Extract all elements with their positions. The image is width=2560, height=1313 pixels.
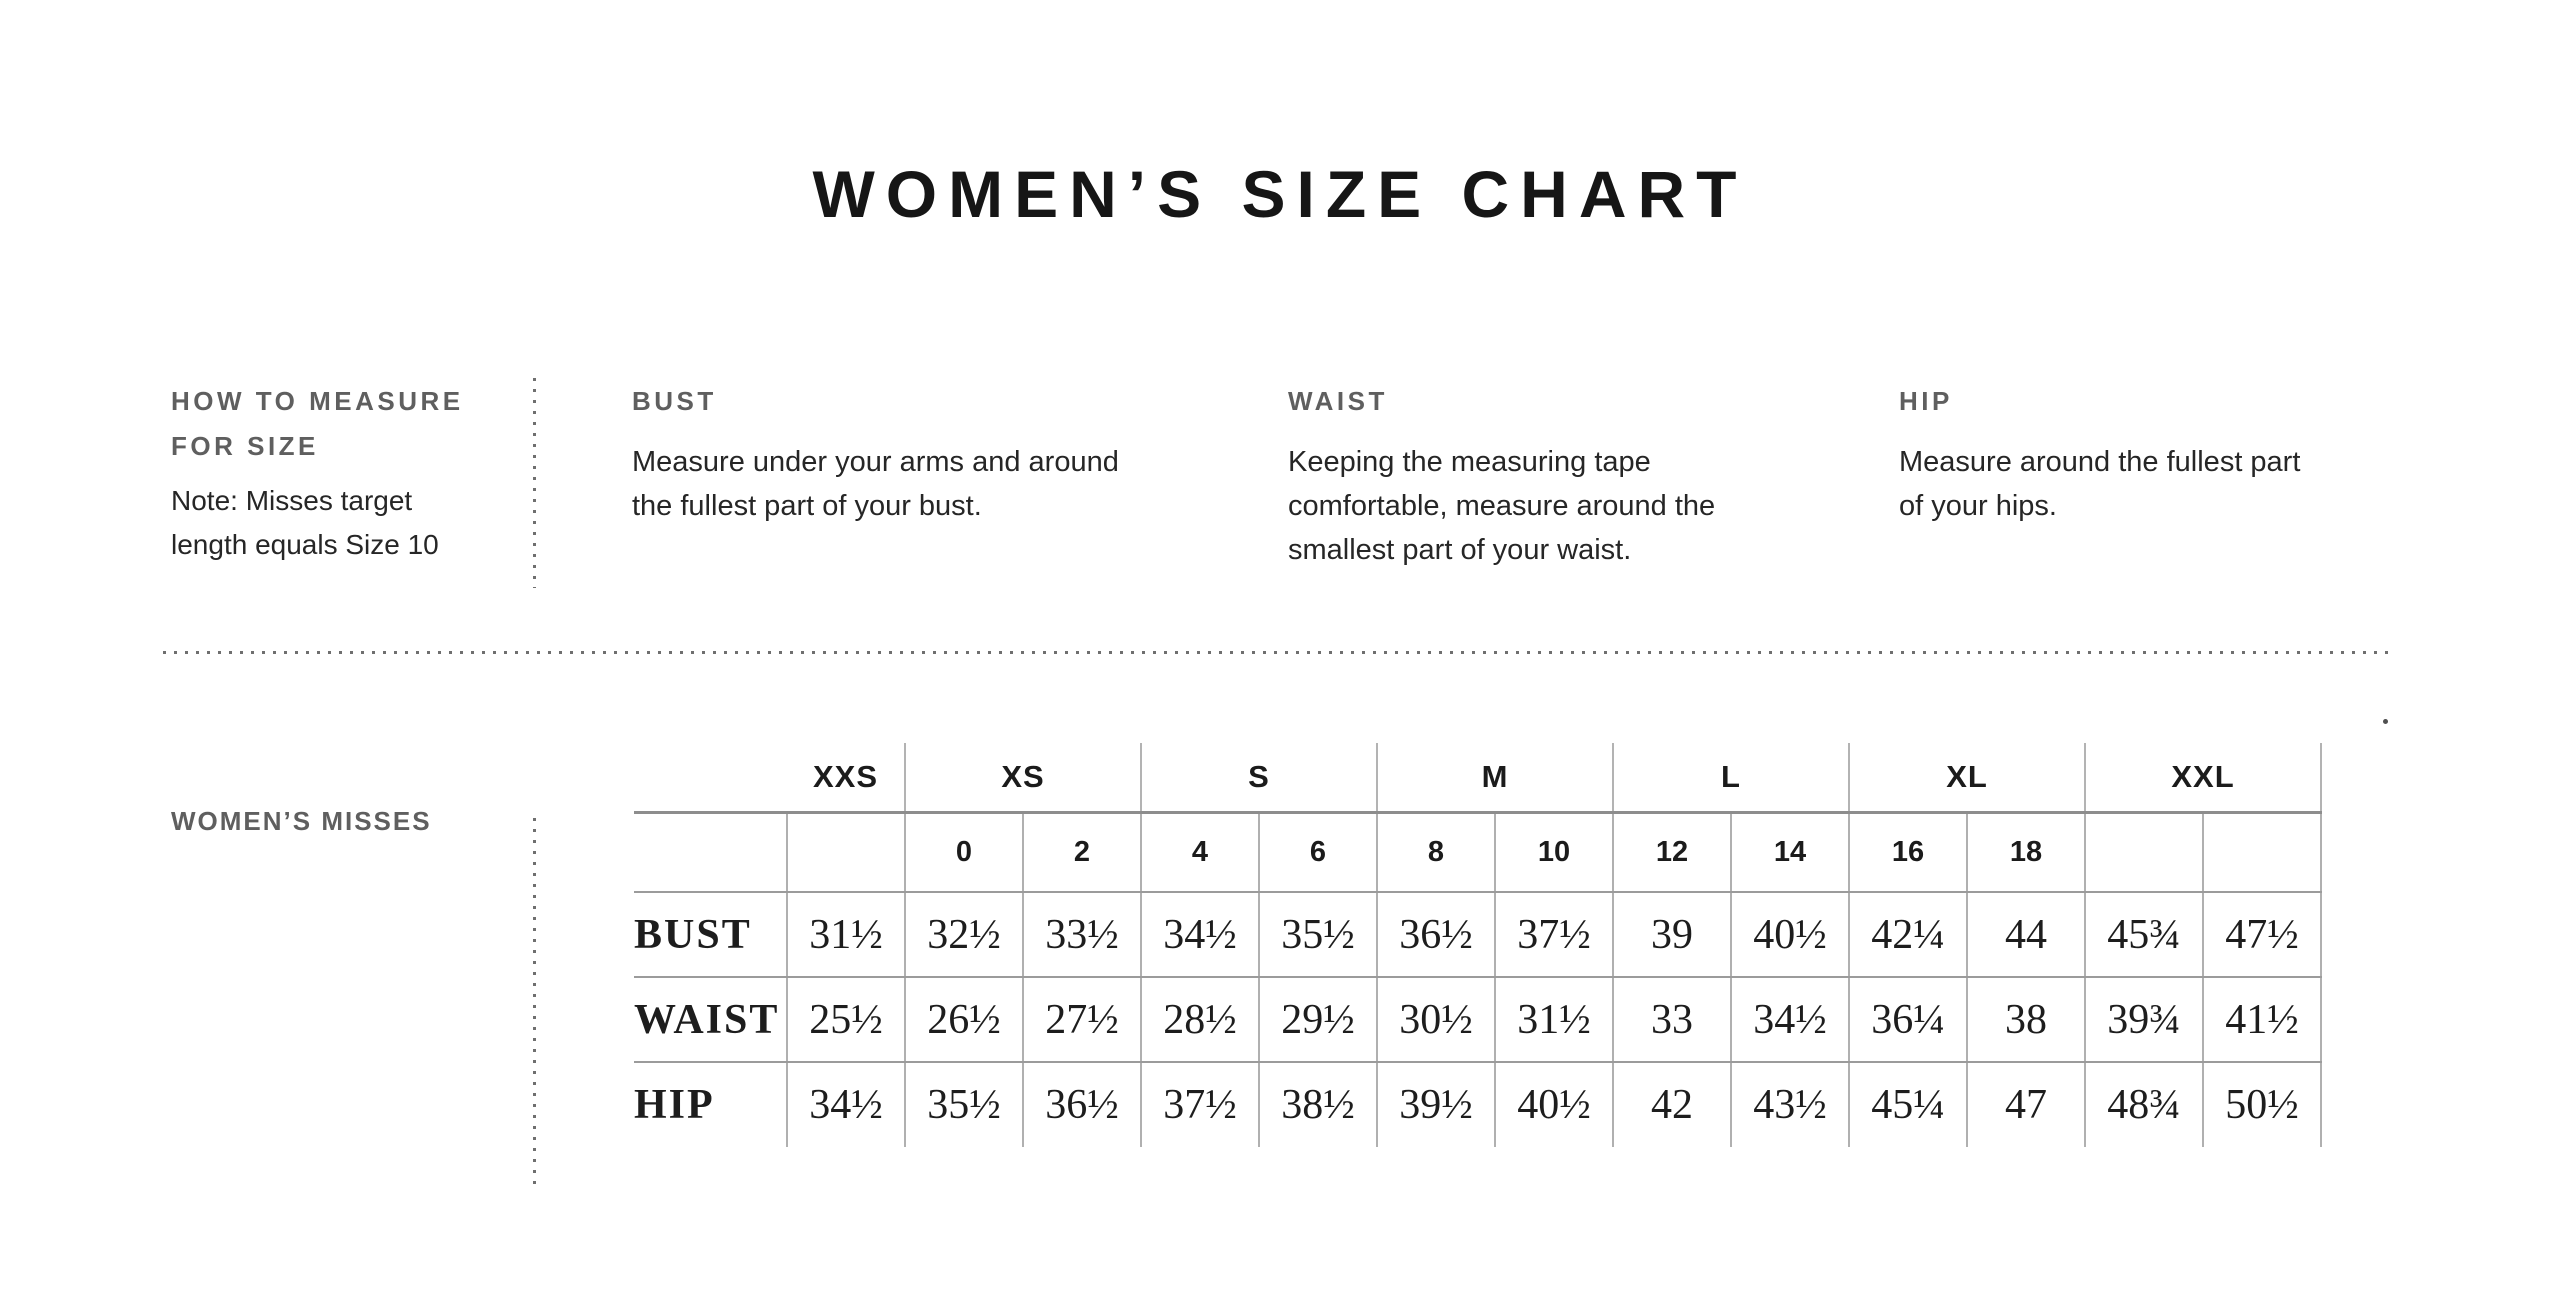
hip-value: 47 (1966, 1062, 2085, 1147)
numeric-size-cell: 14 (1730, 812, 1849, 893)
group-header-xs: XS (904, 743, 1141, 814)
bust-value: 45¾ (2084, 892, 2203, 978)
waist-value: 36¼ (1848, 977, 1967, 1063)
hip-value: 36½ (1022, 1062, 1141, 1147)
row-label-waist: WAIST (634, 977, 787, 1063)
bust-value: 31½ (786, 892, 905, 978)
bust-value: 33½ (1022, 892, 1141, 978)
waist-value: 41½ (2202, 977, 2322, 1063)
numeric-size-cell: 16 (1848, 812, 1967, 893)
hip-instruction-text: Measure around the fullest part of your … (1899, 446, 2301, 522)
waist-value: 31½ (1494, 977, 1613, 1063)
bust-value: 34½ (1140, 892, 1259, 978)
group-header-xxl: XXL (2084, 743, 2322, 814)
waist-value: 25½ (786, 977, 905, 1063)
row-label-bust: BUST (634, 892, 787, 978)
waist-value: 29½ (1258, 977, 1377, 1063)
waist-value: 38 (1966, 977, 2085, 1063)
waist-value: 26½ (904, 977, 1023, 1063)
hip-value: 45¼ (1848, 1062, 1967, 1147)
group-header-m: M (1376, 743, 1613, 814)
bust-value: 39 (1612, 892, 1731, 978)
hip-instruction-heading: HIP (1899, 386, 1953, 416)
numeric-size-row-spacer (634, 812, 787, 893)
group-header-s: S (1140, 743, 1377, 814)
bust-instruction-heading: BUST (632, 386, 717, 416)
numeric-size-cell: 4 (1140, 812, 1259, 893)
stray-dot (2383, 719, 2388, 724)
hip-value: 37½ (1140, 1062, 1259, 1147)
how-to-measure-block: HOW TO MEASURE FOR SIZE Note: Misses tar… (171, 379, 501, 567)
numeric-size-cell (786, 812, 905, 893)
waist-instruction-text: Keeping the measuring tape comfortable, … (1288, 446, 1716, 566)
how-to-measure-note: Note: Misses target length equals Size 1… (171, 485, 439, 560)
group-header-xxs: XXS (787, 743, 905, 814)
numeric-size-cell: 0 (904, 812, 1023, 893)
numeric-size-cell: 10 (1494, 812, 1613, 893)
hip-value: 48¾ (2084, 1062, 2203, 1147)
bust-value: 44 (1966, 892, 2085, 978)
group-header-spacer (634, 743, 787, 814)
waist-value: 34½ (1730, 977, 1849, 1063)
numeric-size-cell: 6 (1258, 812, 1377, 893)
bust-value: 40½ (1730, 892, 1849, 978)
waist-instruction-heading: WAIST (1288, 386, 1388, 416)
waist-value: 30½ (1376, 977, 1495, 1063)
dotted-divider-vertical-top (533, 378, 536, 588)
numeric-size-cell (2202, 812, 2322, 893)
group-header-xl: XL (1848, 743, 2085, 814)
group-header-l: L (1612, 743, 1849, 814)
bust-value: 42¼ (1848, 892, 1967, 978)
hip-row: HIP 34½ 35½ 36½ 37½ 38½ 39½ 40½ 42 43½ 4… (634, 1062, 2322, 1147)
page-title: WOMEN’S SIZE CHART (812, 157, 1748, 231)
waist-row: WAIST 25½ 26½ 27½ 28½ 29½ 30½ 31½ 33 34½… (634, 977, 2322, 1063)
hip-value: 34½ (786, 1062, 905, 1147)
dotted-divider-horizontal (163, 651, 2395, 654)
section-label-womens-misses: WOMEN’S MISSES (171, 806, 432, 836)
how-to-measure-heading: HOW TO MEASURE FOR SIZE (171, 386, 464, 461)
bust-value: 35½ (1258, 892, 1377, 978)
hip-value: 42 (1612, 1062, 1731, 1147)
numeric-size-row: 0 2 4 6 8 10 12 14 16 18 (634, 812, 2322, 893)
bust-value: 36½ (1376, 892, 1495, 978)
dotted-divider-vertical-bottom (533, 818, 536, 1186)
numeric-size-cell: 2 (1022, 812, 1141, 893)
waist-value: 27½ (1022, 977, 1141, 1063)
hip-value: 50½ (2202, 1062, 2322, 1147)
numeric-size-cell: 8 (1376, 812, 1495, 893)
size-table: XXS XS S M L XL XXL 0 2 4 6 8 10 12 14 1… (634, 743, 2322, 1147)
numeric-size-cell: 12 (1612, 812, 1731, 893)
numeric-size-cell (2084, 812, 2203, 893)
bust-row: BUST 31½ 32½ 33½ 34½ 35½ 36½ 37½ 39 40½ … (634, 892, 2322, 978)
size-group-header-row: XXS XS S M L XL XXL (634, 743, 2322, 814)
waist-instruction-block: WAIST Keeping the measuring tape comfort… (1288, 379, 1748, 572)
waist-value: 33 (1612, 977, 1731, 1063)
bust-instruction-block: BUST Measure under your arms and around … (632, 379, 1132, 528)
hip-value: 40½ (1494, 1062, 1613, 1147)
row-label-hip: HIP (634, 1082, 715, 1128)
hip-value: 39½ (1376, 1062, 1495, 1147)
bust-value: 47½ (2202, 892, 2322, 978)
waist-value: 39¾ (2084, 977, 2203, 1063)
hip-value: 35½ (904, 1062, 1023, 1147)
hip-instruction-block: HIP Measure around the fullest part of y… (1899, 379, 2329, 528)
hip-value: 43½ (1730, 1062, 1849, 1147)
waist-value: 28½ (1140, 977, 1259, 1063)
bust-instruction-text: Measure under your arms and around the f… (632, 446, 1119, 522)
bust-value: 32½ (904, 892, 1023, 978)
numeric-size-cell: 18 (1966, 812, 2085, 893)
hip-value: 38½ (1258, 1062, 1377, 1147)
bust-value: 37½ (1494, 892, 1613, 978)
